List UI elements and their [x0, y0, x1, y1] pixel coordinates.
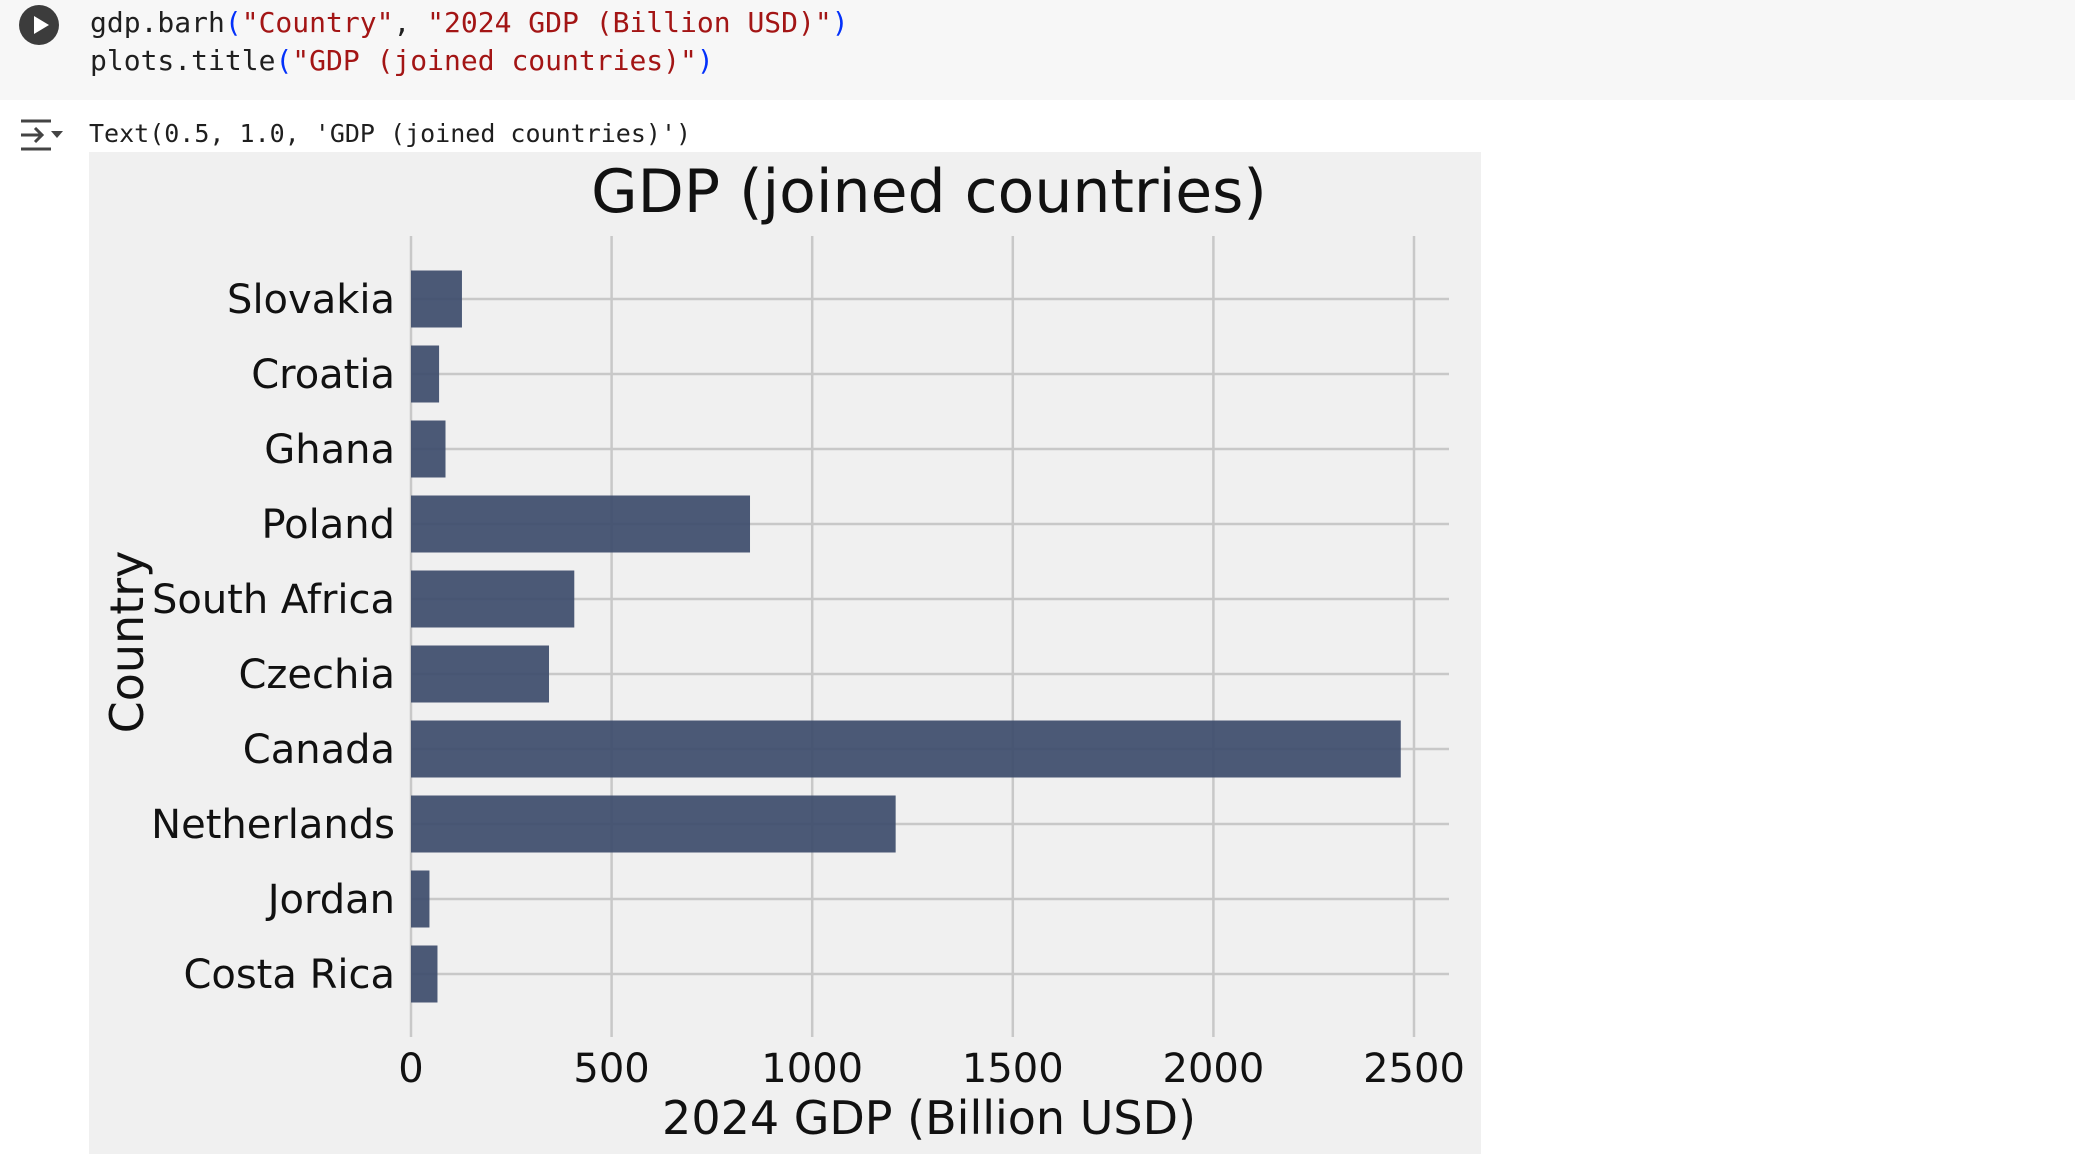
y-axis-label: Country — [100, 551, 154, 734]
bar — [411, 270, 462, 328]
code-string: "GDP (joined countries)" — [292, 44, 697, 77]
code-cell[interactable]: gdp.barh("Country", "2024 GDP (Billion U… — [0, 0, 2075, 100]
code-paren: ) — [831, 6, 849, 39]
x-tick-label: 1000 — [761, 1046, 863, 1092]
output-text: Text(0.5, 1.0, 'GDP (joined countries)') — [89, 119, 692, 148]
bar — [411, 495, 751, 553]
bar — [411, 945, 438, 1003]
bar — [411, 570, 575, 628]
chart-title: GDP (joined countries) — [591, 157, 1267, 227]
y-tick-label: Canada — [243, 727, 395, 773]
bars — [411, 270, 1401, 1003]
y-tick-label: Poland — [261, 502, 395, 548]
y-tick-label: Czechia — [238, 652, 395, 698]
y-tick-label: Slovakia — [227, 277, 395, 323]
run-cell-button[interactable] — [19, 5, 59, 45]
x-tick-label: 1500 — [962, 1046, 1064, 1092]
code-fn: plots.title — [90, 44, 276, 77]
x-tick-label: 0 — [398, 1046, 423, 1092]
bar — [411, 345, 440, 403]
y-tick-label: Ghana — [264, 427, 395, 473]
y-tick-label: South Africa — [152, 577, 395, 623]
y-tick-labels: Slovakia Croatia Ghana Poland South Africa Cz… — [151, 277, 395, 998]
bar — [411, 870, 430, 928]
x-axis-label: 2024 GDP (Billion USD) — [662, 1091, 1196, 1145]
code-editor[interactable]: gdp.barh("Country", "2024 GDP (Billion U… — [90, 4, 849, 80]
chart-container: Slovakia Croatia Ghana Poland South Africa Cz… — [89, 152, 1481, 1154]
bar — [411, 420, 446, 478]
output-toggle-icon[interactable] — [18, 116, 64, 154]
code-fn: gdp.barh — [90, 6, 225, 39]
bar — [411, 645, 550, 703]
x-tick-label: 2500 — [1363, 1046, 1465, 1092]
y-tick-label: Costa Rica — [183, 952, 395, 998]
x-tick-label: 500 — [573, 1046, 649, 1092]
bar-chart: Slovakia Croatia Ghana Poland South Africa Cz… — [89, 152, 1481, 1154]
code-paren: ( — [224, 6, 242, 39]
plot-background — [89, 152, 1481, 1154]
bar — [411, 720, 1401, 778]
y-tick-label: Netherlands — [151, 802, 395, 848]
x-tick-label: 2000 — [1163, 1046, 1265, 1092]
code-paren: ) — [696, 44, 714, 77]
y-tick-label: Jordan — [265, 877, 395, 923]
code-string: "Country" — [241, 6, 394, 39]
code-paren: ( — [275, 44, 293, 77]
code-string: "2024 GDP (Billion USD)" — [427, 6, 832, 39]
y-tick-label: Croatia — [251, 352, 395, 398]
x-tick-labels: 0 500 1000 1500 2000 2500 — [398, 1046, 1465, 1092]
code-separator: , — [393, 6, 428, 39]
bar — [411, 795, 896, 853]
